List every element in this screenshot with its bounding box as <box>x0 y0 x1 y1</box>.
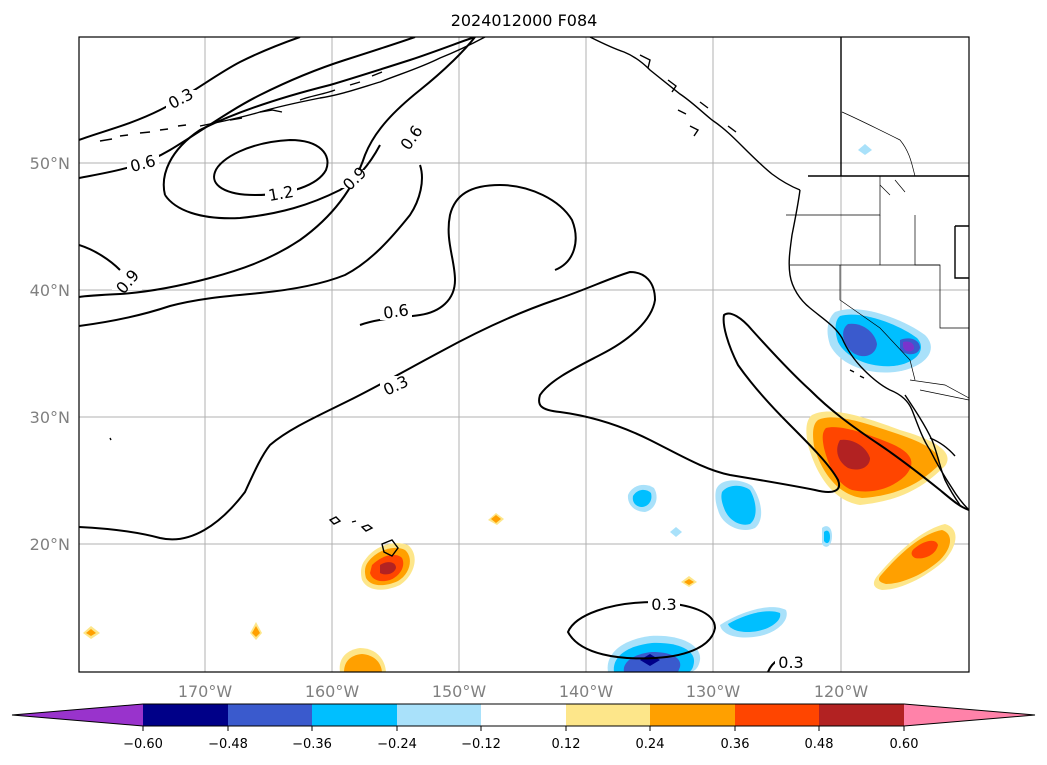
colorbar-bin <box>143 704 228 726</box>
colorbar-bin <box>650 704 735 726</box>
lat-label: 50°N <box>30 154 70 173</box>
colorbar: −0.60 −0.48 −0.36 −0.24 −0.12 0.12 0.24 … <box>11 703 1036 752</box>
map-title: 2024012000 F084 <box>451 11 598 30</box>
contour-label: 1.2 <box>267 182 295 205</box>
contour-label: 0.6 <box>382 300 410 322</box>
contour-label: 0.3 <box>778 653 803 672</box>
contour-lines <box>79 37 969 672</box>
colorbar-bin <box>819 704 904 726</box>
colorbar-bin <box>481 704 566 726</box>
colorbar-tick: −0.36 <box>292 737 332 752</box>
colorbar-over-arrow <box>904 704 1035 726</box>
lon-label: 160°W <box>305 682 360 701</box>
state-borders <box>786 111 969 401</box>
colorbar-bin <box>566 704 650 726</box>
colorbar-bin <box>735 704 819 726</box>
colorbar-bin <box>312 704 397 726</box>
coastlines <box>99 37 969 557</box>
contour-label: 0.3 <box>651 595 676 614</box>
colorbar-bin <box>228 704 312 726</box>
colorbar-tick: −0.24 <box>377 737 417 752</box>
colorbar-tick: 0.12 <box>552 737 581 752</box>
colorbar-bin <box>397 704 481 726</box>
gridlines <box>79 37 969 672</box>
colorbar-tick: 0.60 <box>890 737 919 752</box>
lon-label: 140°W <box>559 682 614 701</box>
map-area: 0.3 0.6 1.2 0.9 0.6 0.9 0.6 0.3 0.3 0.3 <box>79 37 969 672</box>
lon-label: 130°W <box>686 682 741 701</box>
colorbar-tick: −0.48 <box>208 737 248 752</box>
lat-label: 30°N <box>30 408 70 427</box>
colorbar-under-arrow <box>12 704 143 726</box>
lat-label: 40°N <box>30 281 70 300</box>
colorbar-tick: −0.12 <box>461 737 501 752</box>
lon-label: 120°W <box>814 682 869 701</box>
colorbar-tick: −0.60 <box>123 737 163 752</box>
colorbar-tick: 0.24 <box>636 737 665 752</box>
longitude-labels: 170°W 160°W 150°W 140°W 130°W 120°W <box>178 682 869 701</box>
lon-label: 170°W <box>178 682 233 701</box>
colorbar-tick: 0.48 <box>805 737 834 752</box>
map-frame <box>78 36 970 673</box>
latitude-labels: 50°N 40°N 30°N 20°N <box>30 154 70 554</box>
colorbar-tick: 0.36 <box>721 737 750 752</box>
lon-label: 150°W <box>432 682 487 701</box>
lat-label: 20°N <box>30 535 70 554</box>
